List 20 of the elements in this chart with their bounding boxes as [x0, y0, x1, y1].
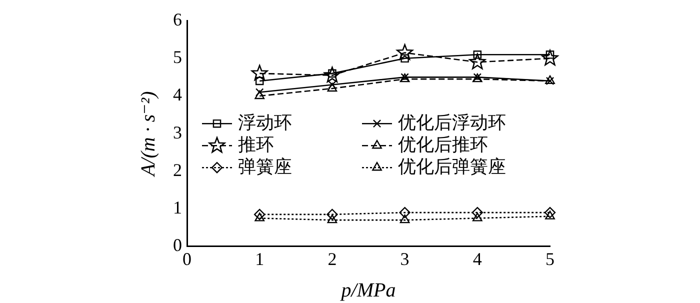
- y-axis-title: A/(m · s⁻²): [137, 90, 160, 178]
- y-tick-label: 2: [173, 160, 182, 180]
- y-tick-label: 0: [173, 235, 182, 256]
- y-tick-label: 6: [173, 10, 182, 30]
- y-tick-label: 3: [173, 122, 182, 142]
- legend-label: 优化后推环: [398, 134, 488, 154]
- x-axis-title: p/MPa: [339, 279, 396, 302]
- y-tick-label: 5: [173, 47, 182, 68]
- legend-label: 优化后弹簧座: [398, 156, 506, 176]
- x-tick-label: 2: [328, 248, 337, 269]
- y-tick-label: 1: [173, 198, 182, 218]
- x-tick-label: 5: [546, 248, 554, 269]
- legend-label: 推环: [238, 134, 274, 154]
- legend-label: 浮动环: [238, 112, 292, 132]
- x-tick-label: 4: [472, 248, 482, 269]
- x-tick-label: 3: [400, 248, 410, 269]
- y-tick-label: 4: [173, 84, 182, 105]
- legend-label: 优化后浮动环: [398, 112, 506, 132]
- x-tick-label: 1: [255, 248, 264, 269]
- legend-label: 弹簧座: [238, 156, 292, 176]
